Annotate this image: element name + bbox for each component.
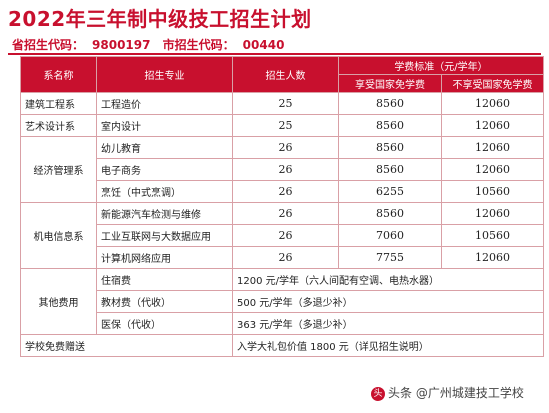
fee-free: 7060	[338, 224, 442, 247]
fee-free: 6255	[338, 180, 442, 203]
major-name: 室内设计	[96, 114, 233, 137]
header-dept: 系名称	[20, 56, 97, 93]
table-row: 计算机网络应用 26 7755 12060	[21, 246, 544, 269]
major-name: 新能源汽车检测与维修	[96, 202, 233, 225]
enroll-count: 26	[232, 180, 339, 203]
enroll-count: 26	[232, 224, 339, 247]
table-row: 经济管理系 幼儿教育 26 8560 12060	[20, 136, 544, 203]
fee-free: 7755	[338, 246, 442, 269]
provincial-code-label: 省招生代码：	[12, 38, 85, 52]
fee-nonfree: 10560	[441, 224, 544, 247]
gift-label: 学校免费赠送	[20, 334, 233, 357]
fee-nonfree: 12060	[441, 202, 544, 225]
fee-free: 8560	[338, 92, 442, 115]
toutiao-logo-icon: 头	[371, 386, 385, 401]
table-row: 工业互联网与大数据应用 26 7060 10560	[21, 224, 544, 247]
enroll-count: 25	[232, 92, 339, 115]
fee-nonfree: 12060	[441, 246, 544, 269]
watermark-text: 头条 @广州城建技工学校	[388, 386, 524, 400]
table-row: 其他费用 住宿费 1200 元/学年（六人间配有空调、电热水器）	[20, 268, 544, 335]
fee-nonfree: 12060	[441, 92, 544, 115]
fee-item-value: 363 元/学年（多退少补）	[232, 312, 544, 335]
dept-name: 机电信息系	[20, 202, 97, 269]
watermark: 头头条 @广州城建技工学校	[368, 384, 527, 401]
fee-item-name: 教材费（代收）	[96, 290, 233, 313]
enroll-count: 26	[232, 136, 339, 159]
dept-name: 建筑工程系	[20, 92, 97, 115]
major-name: 电子商务	[96, 158, 233, 181]
major-name: 烹饪（中式烹调）	[96, 180, 233, 203]
gift-value: 入学大礼包价值 1800 元（详见招生说明）	[232, 334, 544, 357]
fee-item-name: 住宿费	[96, 268, 233, 291]
dept-name: 艺术设计系	[20, 114, 97, 137]
table-row: 机电信息系 新能源汽车检测与维修 26 8560 12060	[20, 202, 544, 269]
enrollment-table: 系名称 招生专业 招生人数 学费标准（元/学年） 享受国家免学费 不享受国家免学…	[20, 56, 544, 357]
city-code: 00440	[242, 38, 285, 52]
header-major: 招生专业	[96, 56, 233, 93]
enrollment-codes: 省招生代码： 9800197 市招生代码： 00440	[12, 36, 292, 53]
table-row: 学校免费赠送 入学大礼包价值 1800 元（详见招生说明）	[20, 334, 544, 357]
fee-nonfree: 12060	[441, 114, 544, 137]
fee-item-name: 医保（代收）	[96, 312, 233, 335]
major-name: 幼儿教育	[96, 136, 233, 159]
table-row: 艺术设计系 室内设计 25 8560 12060	[20, 114, 544, 137]
major-name: 工程造价	[96, 92, 233, 115]
header-fee-free: 享受国家免学费	[338, 74, 442, 93]
title-divider	[8, 53, 541, 55]
fee-item-value: 1200 元/学年（六人间配有空调、电热水器）	[232, 268, 544, 291]
fee-free: 8560	[338, 202, 442, 225]
header-fee-nonfree: 不享受国家免学费	[441, 74, 544, 93]
fee-free: 8560	[338, 136, 442, 159]
fee-nonfree: 12060	[441, 158, 544, 181]
table-row: 教材费（代收） 500 元/学年（多退少补）	[21, 290, 544, 313]
enroll-count: 26	[232, 246, 339, 269]
dept-name: 经济管理系	[20, 136, 97, 203]
city-code-label: 市招生代码：	[162, 38, 235, 52]
table-row: 建筑工程系 工程造价 25 8560 12060	[20, 92, 544, 115]
enroll-count: 26	[232, 202, 339, 225]
enroll-count: 26	[232, 158, 339, 181]
table-row: 电子商务 26 8560 12060	[21, 158, 544, 181]
fee-item-value: 500 元/学年（多退少补）	[232, 290, 544, 313]
page-title: 2022年三年制中级技工招生计划	[8, 7, 312, 31]
major-name: 计算机网络应用	[96, 246, 233, 269]
header-count: 招生人数	[232, 56, 339, 93]
header-fee: 学费标准（元/学年）	[338, 56, 544, 75]
table-row: 医保（代收） 363 元/学年（多退少补）	[21, 312, 544, 335]
fee-nonfree: 12060	[441, 136, 544, 159]
provincial-code: 9800197	[92, 38, 151, 52]
table-row: 烹饪（中式烹调） 26 6255 10560	[21, 180, 544, 203]
fee-free: 8560	[338, 158, 442, 181]
major-name: 工业互联网与大数据应用	[96, 224, 233, 247]
enroll-count: 25	[232, 114, 339, 137]
fee-nonfree: 10560	[441, 180, 544, 203]
other-fees-label: 其他费用	[20, 268, 97, 335]
fee-free: 8560	[338, 114, 442, 137]
